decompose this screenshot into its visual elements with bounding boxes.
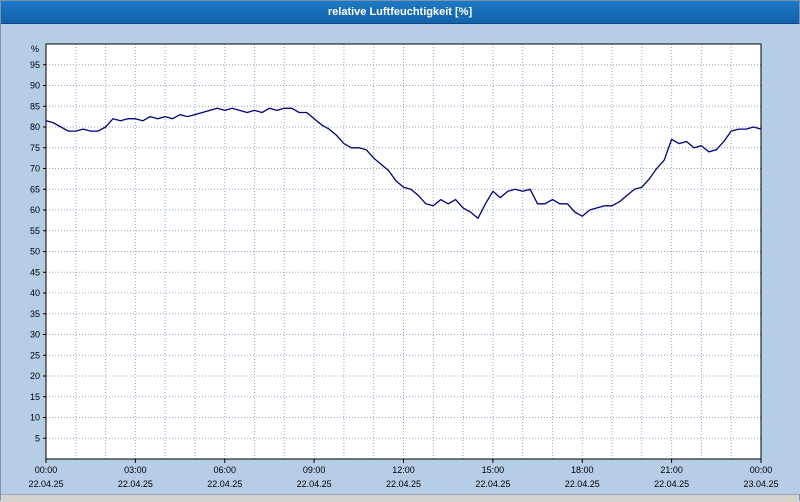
- y-tick-label: 50: [30, 247, 40, 257]
- y-tick-label: 55: [30, 226, 40, 236]
- x-tick-time-label: 00:00: [750, 465, 773, 475]
- x-tick-time-label: 15:00: [482, 465, 505, 475]
- humidity-series-line: [45, 107, 762, 219]
- x-tick-date-label: 22.04.25: [118, 479, 153, 489]
- x-tick-time-label: 06:00: [213, 465, 236, 475]
- y-tick-label: 35: [30, 309, 40, 319]
- humidity-line-chart: 5 10 15 20 25 30 35 40 45 50 55 60 65 70 75 80 85 90 95 00:…: [28, 43, 779, 489]
- x-tick-date-label: 22.04.25: [654, 479, 689, 489]
- status-bar: [1, 494, 799, 502]
- x-tick-time-label: 21:00: [660, 465, 683, 475]
- x-tick-date-label: 22.04.25: [297, 479, 332, 489]
- y-tick-label: 20: [30, 371, 40, 381]
- chart-panel: 5 10 15 20 25 30 35 40 45 50 55 60 65 70 75 80 85 90 95 00:…: [1, 24, 800, 494]
- y-tick-label: 75: [30, 143, 40, 153]
- y-tick-label: 70: [30, 164, 40, 174]
- y-tick-label: 5: [35, 433, 40, 443]
- x-tick-date-label: 22.04.25: [475, 479, 510, 489]
- window-title: relative Luftfeuchtigkeit [%]: [327, 6, 473, 18]
- y-tick-label: 25: [30, 350, 40, 360]
- x-tick-time-label: 00:00: [35, 465, 58, 475]
- y-tick-label: 80: [30, 122, 40, 132]
- x-tick-time-label: 03:00: [124, 465, 147, 475]
- y-tick-label: 85: [30, 101, 40, 111]
- x-tick-date-label: 22.04.25: [386, 479, 421, 489]
- x-tick-date-label: 23.04.25: [743, 479, 778, 489]
- x-tick-time-label: 12:00: [392, 465, 415, 475]
- y-tick-label: 65: [30, 184, 40, 194]
- y-tick-label: 40: [30, 288, 40, 298]
- x-tick-date-label: 22.04.25: [28, 479, 63, 489]
- window-titlebar: relative Luftfeuchtigkeit [%]: [1, 1, 799, 24]
- y-tick-label: 90: [30, 81, 40, 91]
- y-tick-label: 30: [30, 330, 40, 340]
- x-tick-time-label: 09:00: [303, 465, 326, 475]
- y-tick-label: 10: [30, 413, 40, 423]
- y-tick-label: 95: [30, 60, 40, 70]
- y-tick-label: 45: [30, 267, 40, 277]
- x-tick-time-label: 18:00: [571, 465, 594, 475]
- x-tick-date-label: 22.04.25: [207, 479, 242, 489]
- y-tick-label: 15: [30, 392, 40, 402]
- x-tick-date-label: 22.04.25: [565, 479, 600, 489]
- y-tick-label: 60: [30, 205, 40, 215]
- y-axis-unit-label: %: [31, 44, 39, 54]
